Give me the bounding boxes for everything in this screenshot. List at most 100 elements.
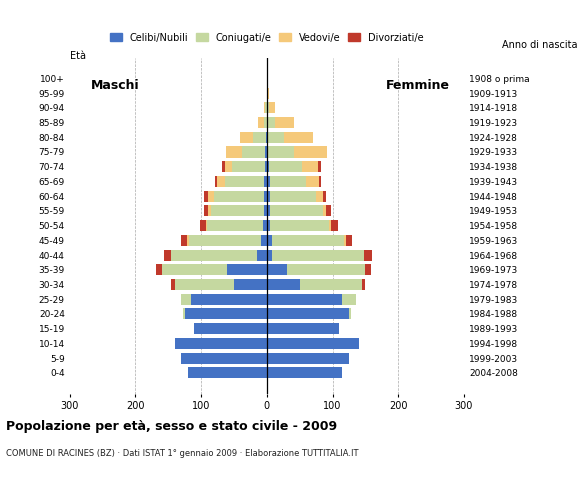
Bar	[267, 161, 269, 172]
Bar	[240, 132, 253, 143]
Bar	[267, 250, 272, 261]
Bar	[263, 117, 267, 128]
Bar	[267, 205, 270, 216]
Legend: Celibi/Nubili, Coniugati/e, Vedovi/e, Divorziati/e: Celibi/Nubili, Coniugati/e, Vedovi/e, Di…	[107, 29, 427, 47]
Bar	[267, 353, 349, 364]
Bar	[204, 205, 208, 216]
Bar	[191, 294, 267, 305]
Bar	[270, 220, 329, 231]
Bar	[217, 176, 224, 187]
Text: Femmine: Femmine	[386, 79, 450, 92]
Bar	[275, 117, 295, 128]
Bar	[267, 191, 270, 202]
Bar	[331, 220, 338, 231]
Bar	[267, 102, 270, 113]
Bar	[268, 87, 270, 98]
Bar	[270, 191, 316, 202]
Bar	[258, 117, 263, 128]
Bar	[224, 176, 264, 187]
Bar	[232, 161, 265, 172]
Bar	[267, 264, 287, 276]
Bar	[222, 161, 226, 172]
Text: Età: Età	[70, 51, 86, 61]
Bar	[267, 279, 300, 290]
Bar	[266, 146, 267, 157]
Bar	[284, 132, 313, 143]
Bar	[265, 161, 267, 172]
Bar	[302, 161, 318, 172]
Bar	[320, 176, 321, 187]
Bar	[349, 309, 351, 320]
Bar	[267, 235, 272, 246]
Bar	[242, 146, 266, 157]
Bar	[270, 176, 306, 187]
Bar	[211, 205, 263, 216]
Bar	[267, 309, 349, 320]
Bar	[300, 279, 362, 290]
Bar	[267, 117, 275, 128]
Bar	[208, 191, 214, 202]
Bar	[207, 220, 263, 231]
Bar	[175, 279, 234, 290]
Bar	[306, 176, 320, 187]
Bar	[157, 264, 162, 276]
Bar	[267, 146, 268, 157]
Bar	[342, 294, 356, 305]
Bar	[267, 294, 342, 305]
Bar	[184, 309, 267, 320]
Bar	[183, 309, 184, 320]
Bar	[266, 102, 267, 113]
Bar	[270, 102, 275, 113]
Bar	[362, 279, 365, 290]
Text: Maschi: Maschi	[91, 79, 140, 92]
Text: Anno di nascita: Anno di nascita	[502, 40, 577, 50]
Text: COMUNE DI RACINES (BZ) · Dati ISTAT 1° gennaio 2009 · Elaborazione TUTTITALIA.IT: COMUNE DI RACINES (BZ) · Dati ISTAT 1° g…	[6, 449, 358, 458]
Bar	[268, 146, 295, 157]
Bar	[234, 279, 267, 290]
Bar	[226, 146, 242, 157]
Bar	[267, 220, 270, 231]
Bar	[187, 235, 188, 246]
Bar	[270, 205, 322, 216]
Bar	[182, 353, 267, 364]
Bar	[269, 161, 302, 172]
Bar	[172, 250, 257, 261]
Bar	[208, 205, 211, 216]
Bar	[188, 367, 267, 378]
Bar	[263, 220, 267, 231]
Bar	[295, 146, 327, 157]
Bar	[267, 367, 342, 378]
Bar	[263, 191, 267, 202]
Bar	[227, 264, 267, 276]
Bar	[267, 87, 268, 98]
Bar	[272, 235, 345, 246]
Bar	[329, 220, 331, 231]
Bar	[182, 294, 191, 305]
Bar	[267, 338, 359, 349]
Bar	[266, 132, 267, 143]
Bar	[226, 161, 232, 172]
Bar	[364, 250, 372, 261]
Bar	[172, 279, 175, 290]
Bar	[322, 191, 326, 202]
Bar	[267, 323, 339, 334]
Bar	[345, 235, 346, 246]
Bar	[263, 205, 267, 216]
Bar	[206, 220, 207, 231]
Bar	[264, 176, 267, 187]
Bar	[164, 250, 172, 261]
Bar	[181, 235, 187, 246]
Bar	[316, 191, 322, 202]
Bar	[204, 191, 208, 202]
Bar	[318, 161, 321, 172]
Bar	[261, 235, 267, 246]
Bar	[201, 220, 206, 231]
Bar	[162, 264, 227, 276]
Bar	[267, 176, 270, 187]
Bar	[264, 102, 266, 113]
Bar	[287, 264, 365, 276]
Bar	[365, 264, 371, 276]
Bar	[214, 191, 263, 202]
Bar	[188, 235, 261, 246]
Bar	[346, 235, 352, 246]
